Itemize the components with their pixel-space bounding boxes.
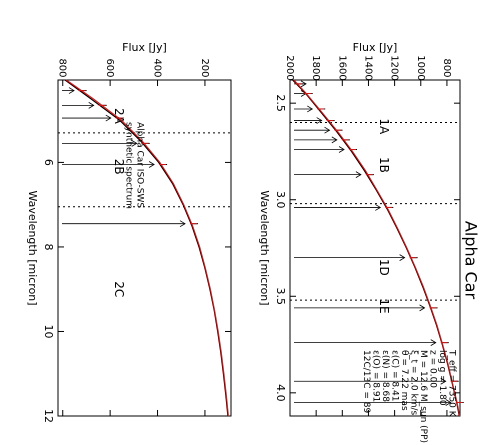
panel1-xtick-label-0: 6 — [42, 159, 55, 166]
panel1-ytick-label-1: 400 — [152, 58, 163, 77]
panel0-parameter-1: log g = 1.80 — [437, 350, 447, 406]
panel0-arrowhead-6 — [338, 146, 345, 153]
panel0-band-label-0: 1A — [377, 118, 391, 135]
panel0-ylabel: Flux [Jy] — [353, 41, 398, 54]
panel0-parameter-8: ε(O) = 8.91 — [371, 350, 381, 402]
panel1-xtick-label-2: 10 — [42, 324, 55, 338]
panel1-ylabel: Flux [Jy] — [122, 41, 167, 54]
panel1-ytick-label-0: 200 — [199, 58, 210, 77]
panel0-ytick-label-1: 1000 — [415, 55, 426, 80]
panel0-ytick-label-2: 1200 — [389, 55, 400, 80]
panel1-series-0 — [64, 79, 229, 417]
panel0-parameter-6: ε(C) = 8.41 — [390, 350, 400, 401]
panel0-parameter-7: ε(N) = 8.68 — [380, 350, 390, 402]
panel1-arrowhead-5 — [179, 220, 186, 228]
panel0-parameter-0: T_eff = 7350 K — [447, 349, 457, 418]
panel0-arrowhead-12 — [440, 377, 447, 385]
panel1-arrowhead-1 — [88, 102, 95, 109]
panel0-series-1 — [293, 79, 461, 417]
panel0-ytick-label-3: 1400 — [362, 55, 373, 80]
panel0-arrowhead-9 — [399, 254, 406, 261]
panel0-xtick-label-2: 3.5 — [274, 288, 287, 306]
panel1-band-label-1: 2B — [112, 159, 126, 175]
panel0-ytick-label-4: 1600 — [336, 55, 347, 80]
panel1-legend-0: Alpha Car ISO-SWS — [135, 122, 145, 208]
panel0-parameter-3: M = 12.6 M_sun (PP) — [418, 350, 428, 443]
panel0-xtick-label-3: 4.0 — [274, 384, 287, 402]
panel0-xtick-label-0: 2.5 — [274, 94, 287, 112]
panel1-legend-1: synthetic spectrum — [124, 122, 134, 209]
panel0-band-label-3: 1E — [377, 298, 391, 313]
panel0-parameter-9: 12C/13C = 89 — [361, 350, 371, 413]
panel0-arrowhead-3 — [316, 117, 323, 124]
panel0-arrowhead-7 — [355, 171, 362, 178]
panel0-parameter-2: z = 0.00 — [428, 350, 438, 388]
panel0-xtick-label-1: 3.0 — [274, 191, 287, 209]
panel1-arrowhead-4 — [148, 161, 155, 168]
panel0-ytick-label-6: 2000 — [284, 55, 295, 80]
panel0-arrowhead-8 — [375, 204, 382, 211]
panel0-xlabel: Wavelength [micron] — [258, 190, 271, 305]
panel0-title: Alpha Car — [462, 221, 481, 300]
panel1-band-label-2: 2C — [112, 281, 126, 297]
panel0-arrowhead-5 — [331, 136, 338, 144]
panel1-ytick-label-3: 800 — [57, 58, 68, 77]
panel1-xtick-label-1: 8 — [42, 243, 55, 250]
panel1-xtick-label-3: 12 — [42, 409, 55, 423]
panel1-frame — [57, 79, 232, 417]
panel1-arrowhead-0 — [68, 87, 75, 94]
panel0-band-label-1: 1B — [377, 157, 391, 173]
panel0-arrowhead-4 — [324, 126, 331, 134]
panel1-ytick-label-2: 600 — [104, 58, 115, 77]
panel0-arrowhead-2 — [307, 105, 314, 113]
panel0-arrowhead-13 — [445, 399, 452, 406]
panel0-arrowhead-10 — [419, 304, 426, 312]
panel0-parameter-4: ξ_t = 2.0 km/s — [409, 350, 419, 415]
panel0-band-label-2: 1D — [377, 259, 391, 276]
panel0-frame — [289, 79, 461, 417]
panel0-arrowhead-0 — [300, 80, 307, 88]
panel0-parameter-5: θ = 7.22 mas — [399, 350, 409, 411]
panel0-ytick-label-5: 1800 — [310, 55, 321, 80]
panel1-series-1 — [65, 79, 229, 417]
panel1-arrowhead-2 — [105, 114, 112, 122]
panel1-xlabel: Wavelength [micron] — [26, 190, 39, 305]
panel1-arrowhead-3 — [131, 140, 138, 147]
panel0-arrowhead-11 — [430, 339, 437, 346]
panel0-ytick-label-0: 800 — [441, 58, 452, 77]
